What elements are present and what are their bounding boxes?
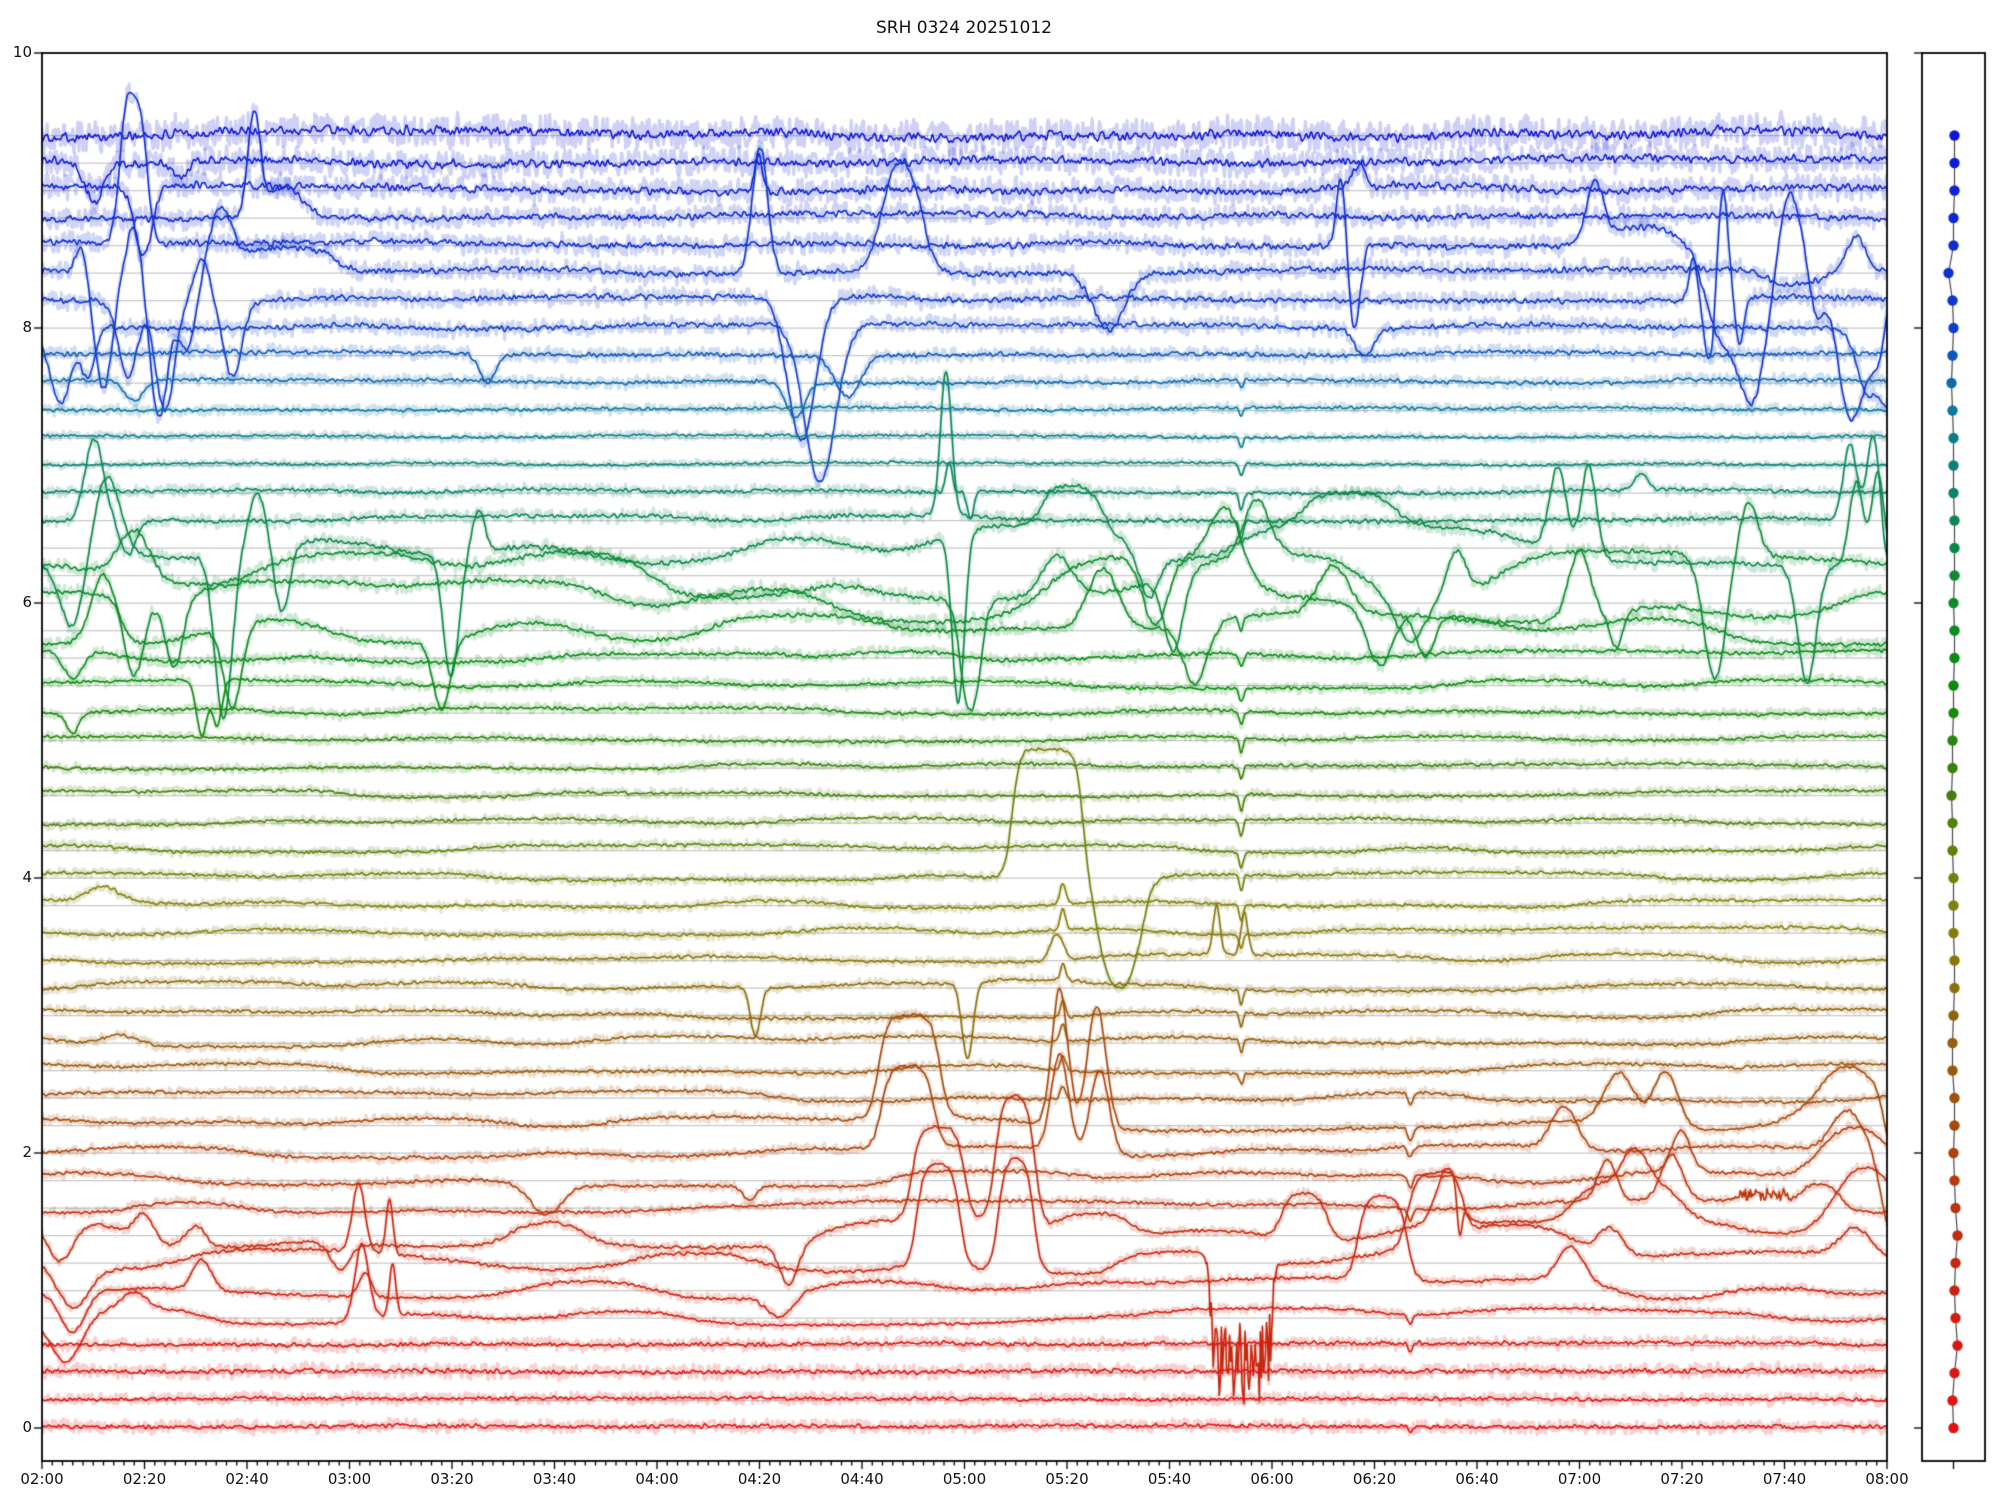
y-tick-label: 2 (22, 1143, 32, 1161)
y-tick-label: 6 (22, 593, 32, 611)
x-tick-label: 06:00 (1250, 1470, 1294, 1488)
y-tick-label: 10 (12, 43, 32, 61)
x-tick-label: 05:20 (1045, 1470, 1089, 1488)
plot-title: SRH 0324 20251012 (876, 18, 1052, 38)
x-tick-label: 04:00 (635, 1470, 679, 1488)
x-tick-label: 02:00 (20, 1470, 64, 1488)
x-tick-label: 07:00 (1557, 1470, 1602, 1488)
y-tick-label: 8 (22, 318, 32, 336)
x-tick-label: 03:00 (327, 1470, 372, 1488)
x-tick-label: 05:40 (1147, 1470, 1192, 1488)
y-tick-label: 4 (22, 868, 32, 886)
x-tick-label: 07:40 (1762, 1470, 1807, 1488)
x-tick-label: 06:20 (1352, 1470, 1397, 1488)
x-tick-label: 07:20 (1660, 1470, 1704, 1488)
x-tick-label: 03:20 (430, 1470, 474, 1488)
x-tick-label: 06:40 (1455, 1470, 1499, 1488)
x-tick-label: 02:40 (225, 1470, 269, 1488)
x-tick-label: 03:40 (532, 1470, 577, 1488)
x-tick-label: 04:20 (737, 1470, 782, 1488)
x-tick-label: 04:40 (840, 1470, 884, 1488)
x-tick-label: 05:00 (942, 1470, 987, 1488)
y-tick-label: 0 (22, 1418, 32, 1436)
x-tick-label: 02:20 (122, 1470, 167, 1488)
x-tick-label: 08:00 (1865, 1470, 1909, 1488)
